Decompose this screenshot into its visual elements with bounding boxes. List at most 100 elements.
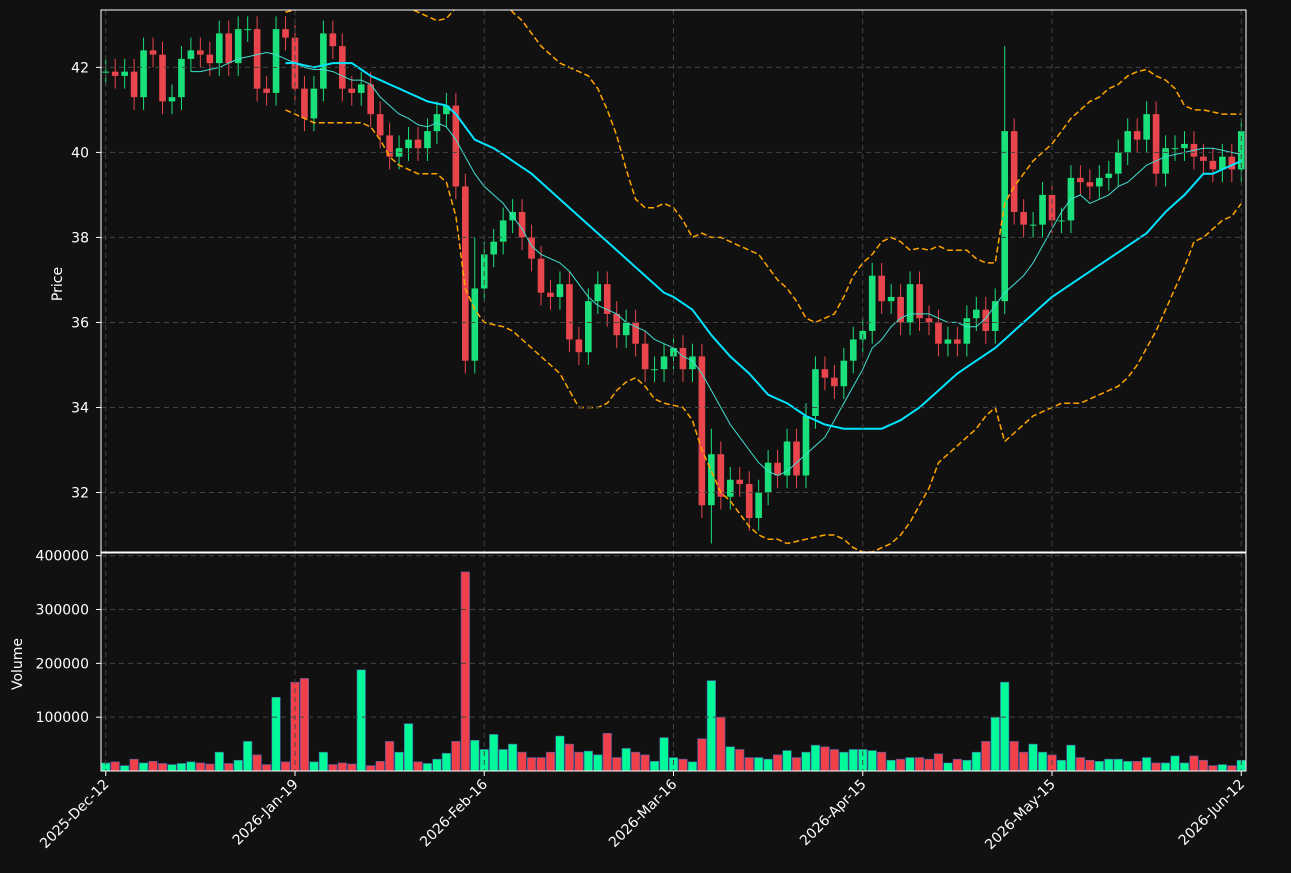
candle-body [632, 322, 639, 344]
volume-bar [157, 763, 168, 772]
x-tick-label: 2026-May-15 [982, 777, 1059, 854]
candle-body [1228, 156, 1236, 170]
candle-body [1124, 131, 1132, 153]
volume-bar [460, 571, 470, 772]
y-axis-label: Price [50, 267, 66, 301]
candle-body [698, 356, 706, 506]
volume-bar [195, 762, 205, 772]
volume-bar [943, 762, 953, 772]
volume-bar [697, 738, 707, 772]
volume-bar [810, 744, 821, 772]
candle-body [972, 309, 980, 319]
candle-body [348, 88, 356, 93]
candle-body [906, 284, 914, 323]
volume-bar [1189, 755, 1199, 772]
x-tick-label: 2026-Jan-19 [230, 777, 302, 849]
volume-bar [791, 757, 802, 772]
y-tick-label: 38 [71, 230, 89, 246]
volume-bar [763, 758, 773, 772]
x-tick-label: 2026-Feb-16 [417, 776, 491, 850]
y-tick-label: 32 [71, 485, 89, 501]
volume-bar [205, 763, 215, 772]
candle-body [1010, 131, 1018, 212]
volume-bar [687, 761, 697, 772]
candle-body [234, 29, 242, 64]
volume-bar [1094, 761, 1104, 772]
volume-bar [962, 759, 972, 772]
volume-bar [413, 761, 423, 772]
volume-bar [347, 763, 357, 772]
volume-bar [403, 723, 414, 772]
volume-bar [631, 751, 641, 772]
candle-body [499, 220, 507, 242]
volume-bar [110, 761, 120, 772]
candle-body [916, 284, 923, 319]
candle-body [878, 275, 885, 302]
volume-bar [1028, 743, 1038, 772]
volume-bar [385, 741, 395, 772]
y-tick-label: 34 [71, 400, 89, 416]
candle-body [1181, 143, 1188, 149]
candle-body [301, 88, 308, 119]
x-tick-label: 2026-Jun-12 [1176, 777, 1248, 849]
candle-body [793, 441, 800, 476]
volume-bar [650, 761, 660, 772]
candle-body [1058, 220, 1065, 222]
candle-body [944, 339, 952, 344]
candle-body [1096, 177, 1103, 187]
volume-bar [1132, 761, 1142, 772]
volume-bar [773, 754, 783, 772]
candle-body [253, 29, 261, 89]
candle-body [1152, 114, 1160, 174]
volume-bar [820, 746, 830, 772]
price-panel [102, 10, 1245, 552]
candle-body [1143, 114, 1150, 140]
candle-body [1200, 156, 1207, 161]
volume-bar [583, 750, 593, 772]
volume-bar [971, 751, 981, 772]
candle-body [1219, 156, 1226, 170]
candle-body [651, 369, 658, 371]
volume-bar [564, 743, 574, 772]
volume-bar [678, 758, 688, 772]
candle-body [1029, 224, 1037, 226]
candle-body [367, 84, 375, 115]
candle-body [282, 29, 289, 38]
volume-bar [1113, 758, 1123, 772]
volume-bar [271, 696, 281, 772]
candle-body [178, 58, 185, 98]
volume-bar [839, 751, 849, 772]
volume-bar [1198, 759, 1208, 772]
volume-bar [366, 765, 376, 772]
candle-body [622, 322, 630, 336]
candle-body [812, 369, 819, 416]
volume-bar [914, 757, 925, 772]
candle-body [310, 88, 318, 119]
candle-body [1020, 211, 1027, 225]
y2-tick-label: 300000 [36, 603, 89, 619]
candle-body [755, 492, 762, 518]
volume-bar [1075, 757, 1085, 772]
candle-body [244, 29, 251, 31]
volume-bar [1151, 762, 1161, 772]
candle-body [1105, 173, 1113, 178]
candle-body [187, 50, 195, 59]
volume-bar [243, 741, 253, 772]
volume-bar [328, 764, 338, 772]
volume-bar [659, 737, 669, 772]
price-frame [100, 9, 1247, 553]
candle-body [641, 343, 649, 370]
volume-bar [782, 750, 792, 772]
y2-axis-label: Volume [10, 638, 26, 690]
candle-body [660, 356, 668, 370]
volume-bar [337, 762, 347, 772]
candle-body [471, 288, 479, 361]
volume-bar [924, 758, 934, 772]
candle-body [376, 114, 384, 136]
candle-body [320, 33, 327, 89]
candle-body [168, 97, 176, 102]
candle-body [386, 135, 393, 157]
candle-body [802, 415, 810, 476]
candle-body [490, 241, 498, 255]
volume-bar [318, 751, 328, 772]
